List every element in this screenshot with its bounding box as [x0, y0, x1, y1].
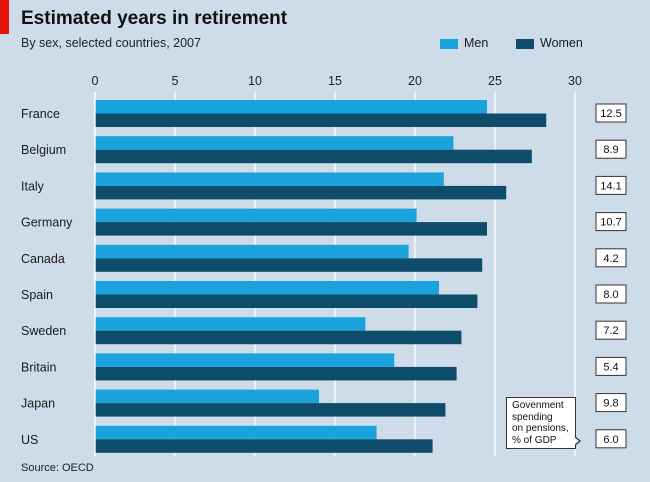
callout-note: Govenment spending on pensions, % of GDP [506, 397, 576, 449]
callout-line: on pensions, [512, 423, 569, 434]
bar-men [95, 136, 454, 150]
category-label: Sweden [21, 324, 66, 338]
callout-arrow-fill [574, 437, 579, 445]
side-value-box [595, 175, 627, 195]
side-value-label: 10.7 [600, 217, 621, 229]
legend-swatch-women [516, 39, 534, 49]
bar-men [95, 100, 487, 114]
bar-men [95, 389, 319, 404]
brand-tab [0, 0, 9, 34]
side-value-box [595, 248, 627, 268]
bar-men [95, 172, 444, 186]
callout-line: % of GDP [512, 434, 557, 446]
legend-label-women: Women [540, 36, 583, 50]
bar-women [95, 366, 457, 381]
callout-line: Govenment [512, 400, 564, 411]
category-label: US [21, 433, 38, 447]
category-label: Japan [21, 397, 55, 411]
x-tick-label: 0 [92, 74, 99, 88]
category-label: Spain [21, 288, 53, 302]
bar-men [95, 208, 417, 223]
category-label: France [21, 107, 60, 121]
side-value-label: 5.4 [603, 361, 618, 373]
bar-women [95, 439, 433, 453]
category-label: Germany [21, 216, 73, 230]
side-value-label: 4.2 [603, 253, 618, 265]
category-label: Britain [21, 360, 56, 374]
side-value-label: 8.9 [603, 144, 618, 156]
category-label: Italy [21, 179, 45, 193]
x-tick-label: 30 [568, 74, 582, 88]
side-value-box [595, 393, 627, 413]
legend-label-men: Men [464, 36, 489, 50]
side-value-label: 9.8 [603, 398, 618, 410]
x-tick-label: 5 [172, 74, 179, 88]
side-value-label: 6.0 [603, 434, 618, 446]
bar-men [95, 425, 377, 440]
side-value-label: 14.1 [600, 180, 621, 192]
bar-men [95, 244, 409, 259]
source-note: Source: OECD [21, 462, 94, 474]
callout-line: spending [512, 411, 553, 423]
side-value-box [595, 139, 627, 159]
side-value-box [595, 284, 627, 304]
side-value-box [595, 103, 627, 123]
side-value-box [595, 356, 627, 376]
bar-women [95, 330, 462, 345]
category-label: Canada [21, 252, 65, 266]
bar-men [95, 317, 366, 331]
side-value-box [595, 429, 627, 449]
x-tick-label: 20 [408, 74, 422, 88]
side-value-label: 7.2 [603, 325, 618, 337]
side-value-label: 8.0 [603, 289, 618, 301]
bar-women [95, 222, 487, 236]
x-tick-label: 15 [328, 74, 342, 88]
bar-men [95, 281, 439, 295]
side-value-box [595, 320, 627, 340]
bar-women [95, 403, 446, 417]
bar-women [95, 149, 532, 164]
legend-swatch-men [440, 39, 458, 49]
bar-women [95, 113, 547, 127]
chart-title: Estimated years in retirement [21, 8, 288, 29]
bar-men [95, 353, 395, 367]
side-value-label: 12.5 [600, 108, 621, 120]
category-label: Belgium [21, 143, 66, 157]
chart-subtitle: By sex, selected countries, 2007 [21, 36, 201, 50]
x-tick-label: 25 [488, 74, 502, 88]
side-value-box [595, 212, 627, 232]
bar-women [95, 185, 507, 200]
bar-women [95, 294, 478, 308]
bar-women [95, 258, 483, 272]
x-tick-label: 10 [248, 74, 262, 88]
